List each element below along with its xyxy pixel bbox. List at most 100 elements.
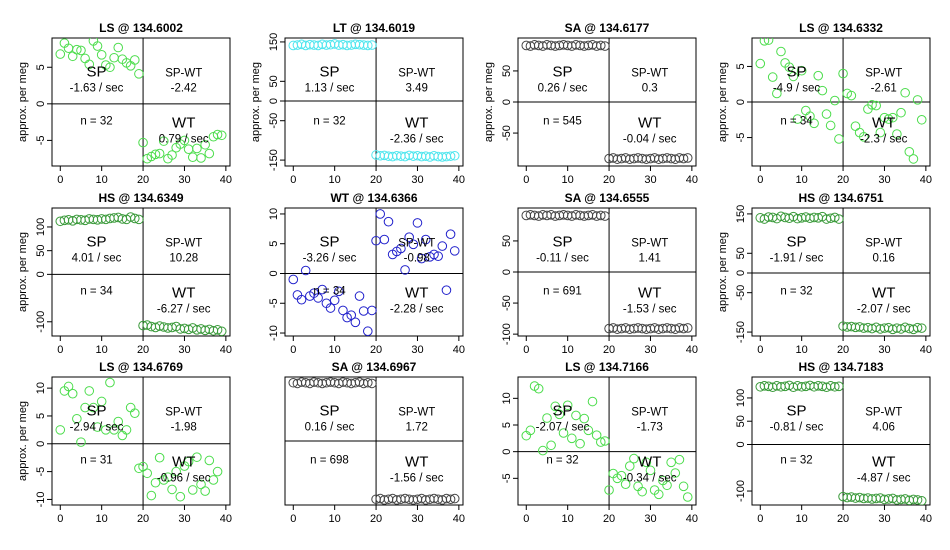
data-point <box>138 137 148 148</box>
x-tick-label: 0 <box>757 513 763 525</box>
data-point <box>183 456 194 467</box>
n-count: n = 691 <box>543 286 582 298</box>
wt-label: WT <box>405 285 428 302</box>
x-tick-label: 10 <box>96 513 108 525</box>
data-points <box>521 210 693 334</box>
y-tick-label: 10 <box>35 382 47 394</box>
spwt-label: SP-WT <box>165 237 202 249</box>
n-count: n = 34 <box>780 116 813 128</box>
data-point <box>624 461 635 471</box>
sp-label: SP <box>86 402 106 419</box>
data-point <box>113 416 124 427</box>
sp-rate: -1.91 / sec <box>770 252 824 264</box>
data-point <box>817 85 828 96</box>
wt-label: WT <box>172 285 195 302</box>
panel-title: HS @ 134.7183 <box>798 360 883 374</box>
data-point <box>367 40 377 50</box>
x-tick-label: 10 <box>329 513 341 525</box>
x-tick-label: 0 <box>57 174 63 186</box>
wt-label: WT <box>172 115 195 132</box>
data-point <box>763 38 774 45</box>
x-tick-label: 40 <box>220 344 232 356</box>
data-points <box>755 211 927 335</box>
y-tick-label: 0 <box>501 269 513 275</box>
panel-5: HS @ 134.6349 0 10 20 30 40 100 50 0 -100 approx. … <box>17 191 232 356</box>
y-tick-label: 100 <box>735 389 747 407</box>
data-point <box>375 209 386 219</box>
data-points <box>755 38 927 164</box>
data-point <box>829 381 840 392</box>
panel-6: WT @ 134.6366 0 10 20 30 40 10 5 0 -5 -10 SP -3.26 /… <box>268 191 465 356</box>
data-point <box>109 425 119 435</box>
y-tick-label: -150 <box>268 149 280 171</box>
data-points <box>55 212 227 336</box>
x-tick-label: 40 <box>920 174 932 186</box>
data-point <box>620 479 631 490</box>
data-point <box>682 492 693 502</box>
data-point <box>121 425 132 435</box>
data-point <box>579 413 590 424</box>
data-point <box>408 239 419 250</box>
data-point <box>362 326 373 336</box>
data-point <box>437 241 448 251</box>
data-point <box>346 310 357 320</box>
data-point <box>154 148 165 159</box>
x-tick-label: 40 <box>686 513 698 525</box>
data-points <box>521 381 693 502</box>
x-tick-label: 0 <box>523 174 529 186</box>
y-tick-label: -5 <box>501 473 513 483</box>
sp-rate: -4.9 / sec <box>773 82 821 94</box>
y-tick-label: 50 <box>501 235 513 247</box>
data-point <box>350 317 361 328</box>
y-tick-label: 50 <box>268 75 280 87</box>
data-point <box>55 49 66 59</box>
data-point <box>429 249 439 260</box>
x-tick-label: 40 <box>686 174 698 186</box>
x-tick-label: 0 <box>523 344 529 356</box>
data-point <box>883 114 894 124</box>
wt-rate: -2.36 / sec <box>390 134 444 146</box>
data-point <box>682 323 693 333</box>
wt-rate: -1.56 / sec <box>390 473 444 485</box>
y-axis-label: approx. per meg <box>17 401 29 481</box>
data-point <box>96 50 107 60</box>
data-point <box>838 68 848 79</box>
data-point <box>167 150 177 160</box>
data-point <box>92 41 103 51</box>
data-point <box>212 129 223 140</box>
y-tick-label: -150 <box>735 321 747 343</box>
x-tick-label: 10 <box>96 344 108 356</box>
panel-11: LS @ 134.7166 0 10 20 30 40 10 5 0 -5 SP -2.07 / se… <box>501 360 698 525</box>
wt-label: WT <box>872 285 895 302</box>
y-axis-label: approx. per meg <box>17 62 29 142</box>
data-point <box>858 132 869 142</box>
spwt-label: SP-WT <box>631 406 668 418</box>
data-point <box>755 58 766 69</box>
data-point <box>72 44 82 55</box>
data-point <box>445 229 456 239</box>
data-point <box>813 70 824 81</box>
wt-rate: -2.28 / sec <box>390 304 444 316</box>
data-point <box>449 493 460 504</box>
spwt-value: -1.98 <box>171 421 197 433</box>
data-point <box>183 144 194 154</box>
y-axis-label: approx. per meg <box>250 62 262 142</box>
data-point <box>916 323 927 333</box>
data-point <box>600 41 610 51</box>
x-tick-label: 40 <box>220 513 232 525</box>
data-point <box>829 95 840 106</box>
data-point <box>554 409 565 420</box>
y-tick-label: 0 <box>501 99 513 105</box>
data-point <box>80 53 90 64</box>
y-tick-label: 0 <box>35 101 47 107</box>
wt-label: WT <box>638 285 661 302</box>
panel-title: LT @ 134.6019 <box>333 21 416 35</box>
y-tick-label: 0 <box>268 98 280 104</box>
data-point <box>67 388 78 399</box>
data-point <box>63 381 74 392</box>
data-point <box>908 154 919 164</box>
data-point <box>317 284 328 295</box>
x-tick-label: 10 <box>329 344 341 356</box>
plot-frame <box>751 207 931 337</box>
spwt-value: 4.06 <box>873 421 895 433</box>
